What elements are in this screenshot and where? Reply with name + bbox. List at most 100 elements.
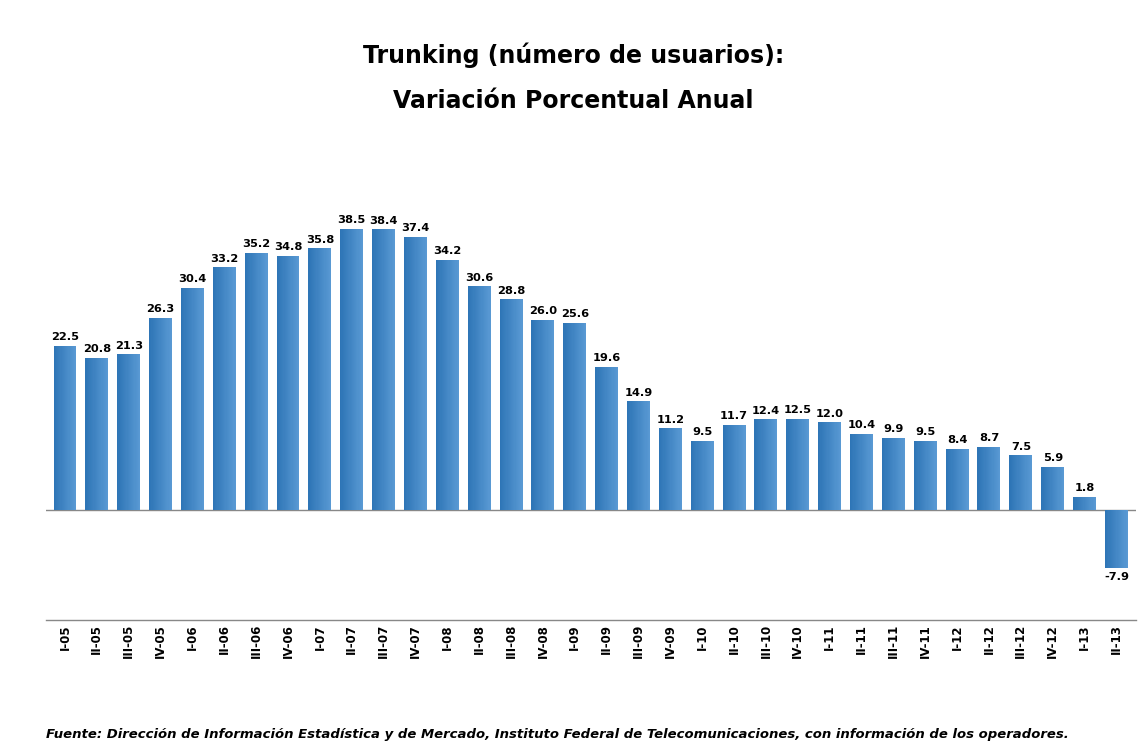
Bar [999,447,1000,510]
Bar [476,287,477,510]
Bar [483,287,484,510]
Bar [200,288,201,510]
Bar [950,449,951,510]
Bar [133,355,134,510]
Bar [630,401,631,510]
Text: 11.2: 11.2 [656,414,685,425]
Bar [1021,455,1022,510]
Bar [189,288,190,510]
Bar [123,355,124,510]
Bar [930,441,931,510]
Bar [418,237,419,510]
Bar [329,248,330,510]
Text: 12.4: 12.4 [752,406,780,416]
Bar [788,419,789,510]
Bar [994,447,996,510]
Bar [805,419,806,510]
Bar [576,323,577,510]
Bar [312,248,313,510]
Bar [861,434,863,510]
Bar [1077,497,1078,510]
Bar [451,260,452,510]
Text: 30.4: 30.4 [178,274,206,284]
Text: 37.4: 37.4 [401,223,430,233]
Bar [450,260,451,510]
Bar [421,237,422,510]
Bar [977,447,978,510]
Bar [699,441,700,510]
Bar [916,441,918,510]
Bar [67,345,68,510]
Bar [93,358,94,510]
Bar [852,434,853,510]
Bar [377,229,379,510]
Bar [960,449,961,510]
Bar [126,355,127,510]
Bar [634,401,635,510]
Bar [869,434,871,510]
Bar [902,438,903,510]
Bar [229,268,231,510]
Bar [896,438,897,510]
Bar [482,287,483,510]
Bar [824,423,825,510]
Bar [169,318,170,510]
Bar [150,318,151,510]
Text: 34.8: 34.8 [274,242,302,252]
Bar [107,358,108,510]
Bar [92,358,93,510]
Bar [890,438,891,510]
Text: 8.4: 8.4 [947,435,967,445]
Bar [962,449,963,510]
Bar [195,288,196,510]
Bar [763,420,764,510]
Bar [595,367,596,510]
Bar [777,420,778,510]
Bar [802,419,803,510]
Bar [445,260,446,510]
Bar [668,428,669,510]
Bar [855,434,856,510]
Bar [124,355,125,510]
Bar [803,419,804,510]
Bar [247,253,248,510]
Bar [345,228,346,510]
Bar [638,401,639,510]
Bar [227,268,228,510]
Bar [871,434,872,510]
Bar [251,253,252,510]
Bar [915,441,916,510]
Bar [279,256,280,510]
Bar [342,228,343,510]
Bar [658,428,660,510]
Bar [787,419,788,510]
Bar [1083,497,1084,510]
Bar [583,323,584,510]
Bar [393,229,395,510]
Text: 10.4: 10.4 [848,420,875,430]
Bar [1079,497,1080,510]
Bar [766,420,767,510]
Bar [661,428,662,510]
Bar [440,260,442,510]
Bar [856,434,857,510]
Bar [72,345,73,510]
Bar [679,428,680,510]
Bar [213,268,214,510]
Bar [984,447,985,510]
Bar [234,268,235,510]
Bar [664,428,665,510]
Bar [1094,497,1095,510]
Bar [676,428,677,510]
Bar [900,438,902,510]
Bar [672,428,673,510]
Bar [389,229,390,510]
Bar [1115,510,1116,568]
Text: 9.9: 9.9 [883,424,904,434]
Bar [405,237,406,510]
Bar [767,420,768,510]
Bar [836,423,837,510]
Bar [479,287,481,510]
Bar [790,419,791,510]
Bar [671,428,672,510]
